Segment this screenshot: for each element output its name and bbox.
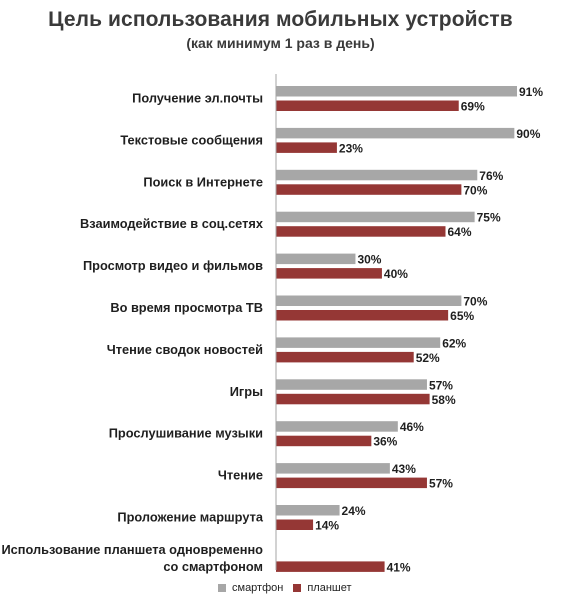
bar-smartphone-category-1 — [276, 86, 517, 97]
data-label-tablet-category-2: 23% — [339, 141, 363, 155]
bar-tablet-category-3 — [276, 184, 462, 195]
data-label-smartphone-category-3: 76% — [479, 169, 503, 183]
data-label-smartphone-category-10: 43% — [392, 462, 416, 476]
bar-tablet-category-9 — [276, 435, 372, 447]
data-label-smartphone-category-2: 90% — [516, 127, 540, 141]
data-label-tablet-category-10: 57% — [429, 477, 453, 491]
bar-tablet-category-8 — [276, 393, 430, 405]
chart-legend: смартфон планшет — [218, 582, 352, 594]
data-label-tablet-category-1: 69% — [461, 100, 485, 114]
data-label-smartphone-category-11: 24% — [342, 504, 366, 518]
y-tick-label: Поиск в Интернете — [143, 174, 263, 189]
bar-smartphone-category-6 — [276, 295, 462, 306]
data-label-tablet-category-6: 65% — [450, 309, 474, 323]
chart-title: Цель использования мобильных устройств — [48, 8, 513, 31]
y-tick-label: Получение эл.почты — [132, 91, 263, 106]
bar-tablet-category-1 — [276, 100, 459, 111]
data-label-tablet-category-3: 70% — [463, 183, 487, 197]
legend-label-smartphone: смартфон — [232, 582, 284, 594]
chart-subtitle: (как минимум 1 раз в день) — [186, 35, 375, 51]
bar-smartphone-category-2 — [276, 127, 515, 139]
y-tick-label: Просмотр видео и фильмов — [83, 258, 263, 273]
data-label-smartphone-category-1: 91% — [519, 85, 543, 99]
y-tick-label: Игры — [230, 384, 263, 399]
legend-label-tablet: планшет — [307, 582, 352, 594]
data-label-tablet-category-5: 40% — [384, 267, 408, 281]
bar-tablet-category-5 — [276, 268, 382, 279]
data-label-tablet-category-11: 14% — [315, 519, 339, 533]
legend-item-smartphone: смартфон — [218, 582, 283, 594]
y-tick-label: Чтение — [218, 468, 263, 483]
data-label-tablet-category-7: 52% — [416, 351, 440, 365]
data-label-smartphone-category-4: 75% — [477, 211, 501, 225]
bar-smartphone-category-7 — [276, 337, 441, 348]
data-label-tablet-category-8: 58% — [432, 393, 456, 407]
data-label-tablet-category-12: 41% — [387, 560, 411, 574]
bar-tablet-category-4 — [276, 226, 446, 237]
bar-tablet-category-2 — [276, 142, 337, 153]
bar-tablet-category-10 — [276, 477, 427, 489]
y-tick-label: Текстовые сообщения — [120, 132, 263, 147]
bar-smartphone-category-5 — [276, 253, 356, 265]
legend-swatch-tablet — [293, 584, 302, 592]
bar-tablet-category-11 — [276, 519, 314, 530]
bar-smartphone-category-4 — [276, 211, 475, 223]
bar-smartphone-category-3 — [276, 169, 478, 181]
y-tick-label: Чтение сводок новостей — [107, 342, 263, 357]
y-tick-label: Взаимодействие в соц.сетях — [80, 216, 264, 231]
y-tick-label-line: со смартфоном — [163, 559, 263, 574]
bar-smartphone-category-9 — [276, 421, 398, 432]
bar-smartphone-category-8 — [276, 379, 427, 390]
bar-tablet-category-7 — [276, 351, 414, 363]
legend-swatch-smartphone — [218, 584, 226, 592]
data-label-smartphone-category-6: 70% — [463, 295, 487, 309]
y-tick-label: Во время просмотра ТВ — [110, 300, 263, 315]
data-label-smartphone-category-5: 30% — [357, 253, 381, 267]
data-label-tablet-category-4: 64% — [447, 225, 471, 239]
bar-smartphone-category-10 — [276, 463, 390, 474]
data-label-smartphone-category-9: 46% — [400, 420, 424, 434]
y-tick-label: Проложение маршрута — [117, 510, 263, 525]
bar-tablet-category-6 — [276, 310, 449, 321]
bar-smartphone-category-11 — [276, 505, 340, 516]
legend-item-tablet: планшет — [293, 582, 352, 594]
data-label-tablet-category-9: 36% — [373, 435, 397, 449]
y-tick-label-line: Использование планшета одновременно — [1, 542, 263, 557]
data-label-smartphone-category-7: 62% — [442, 336, 466, 350]
y-tick-label: Прослушивание музыки — [109, 426, 263, 441]
bar-tablet-category-12 — [276, 561, 385, 572]
data-label-smartphone-category-8: 57% — [429, 378, 453, 392]
